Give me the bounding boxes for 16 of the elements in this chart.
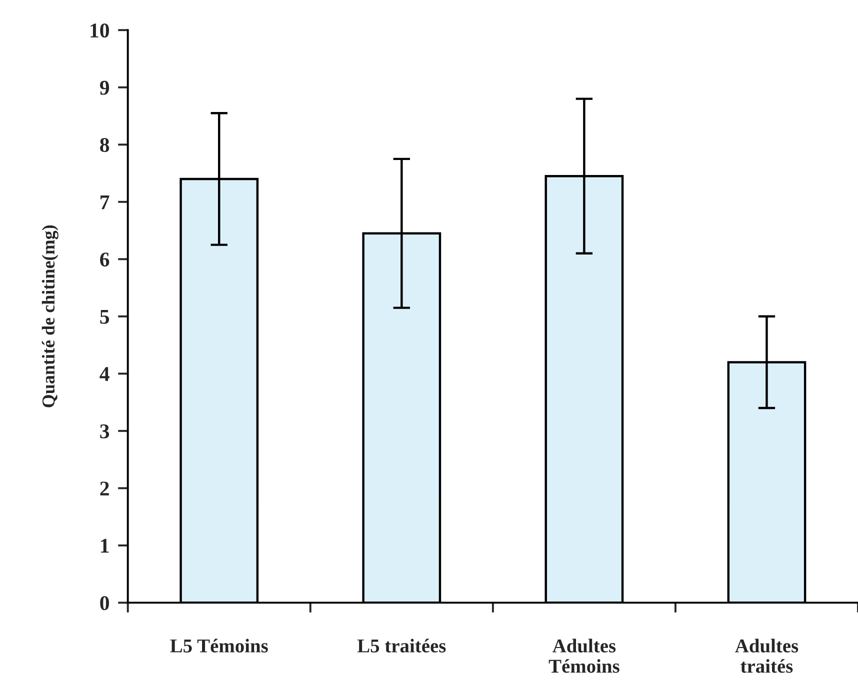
y-tick-label: 4	[100, 367, 110, 381]
y-tick-label: 6	[100, 252, 110, 267]
y-axis-title: Quantité de chitine(mg)	[42, 225, 58, 408]
y-tick-label: 8	[100, 138, 110, 152]
x-tick-label: L5 Témoins	[170, 638, 268, 652]
x-tick-label: L5 traitées	[357, 638, 446, 652]
y-tick-label: 0	[100, 596, 109, 610]
y-tick-label: 5	[100, 310, 110, 324]
y-tick-label: 2	[100, 482, 109, 496]
y-tick-label: 1	[101, 538, 109, 553]
y-tick-label: 9	[100, 80, 110, 95]
y-tick-label: 10	[90, 23, 109, 38]
x-tick-label: Adultes Témoins	[548, 638, 620, 673]
x-tick-label: Adultes traités	[735, 638, 798, 673]
y-tick-label: 7	[100, 195, 110, 210]
y-tick-label: 3	[100, 424, 110, 438]
